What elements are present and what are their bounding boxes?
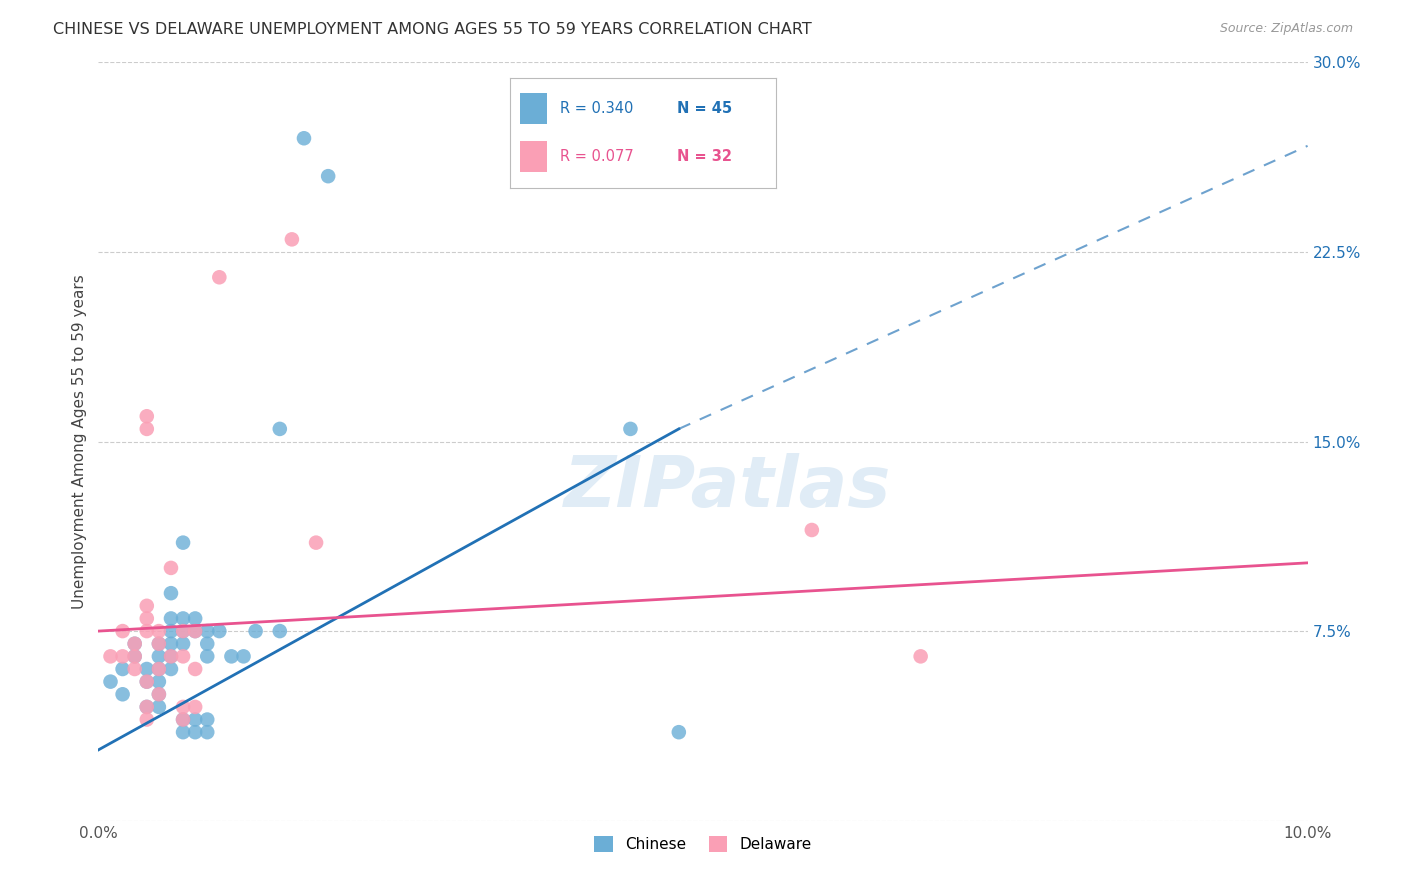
Point	[111, 624, 134, 639]
Point	[100, 649, 122, 664]
Point	[619, 422, 641, 436]
Point	[135, 599, 157, 613]
Point	[135, 662, 157, 676]
Text: Source: ZipAtlas.com: Source: ZipAtlas.com	[1219, 22, 1353, 36]
Point	[160, 649, 183, 664]
Y-axis label: Unemployment Among Ages 55 to 59 years: Unemployment Among Ages 55 to 59 years	[72, 274, 87, 609]
Point	[148, 662, 170, 676]
Point	[172, 713, 194, 727]
Point	[124, 649, 146, 664]
Point	[195, 725, 218, 739]
Point	[316, 169, 339, 184]
Point	[195, 637, 218, 651]
Point	[184, 713, 207, 727]
Legend: Chinese, Delaware: Chinese, Delaware	[588, 830, 818, 858]
Point	[124, 649, 146, 664]
Point	[668, 725, 690, 739]
Point	[148, 624, 170, 639]
Point	[148, 674, 170, 689]
Point	[172, 624, 194, 639]
Point	[124, 662, 146, 676]
Point	[135, 611, 157, 625]
Point	[800, 523, 823, 537]
Point	[124, 637, 146, 651]
Point	[135, 674, 157, 689]
Point	[172, 649, 194, 664]
Point	[135, 422, 157, 436]
Point	[305, 535, 328, 549]
Point	[195, 649, 218, 664]
Point	[148, 662, 170, 676]
Point	[135, 674, 157, 689]
Point	[184, 611, 207, 625]
Point	[135, 699, 157, 714]
Point	[172, 713, 194, 727]
Point	[160, 586, 183, 600]
Point	[111, 649, 134, 664]
Point	[269, 422, 291, 436]
Point	[172, 624, 194, 639]
Point	[160, 624, 183, 639]
Point	[111, 687, 134, 701]
Point	[148, 699, 170, 714]
Point	[221, 649, 243, 664]
Point	[135, 409, 157, 424]
Point	[148, 687, 170, 701]
Point	[135, 624, 157, 639]
Point	[135, 713, 157, 727]
Point	[195, 713, 218, 727]
Point	[184, 624, 207, 639]
Point	[100, 674, 122, 689]
Point	[148, 649, 170, 664]
Point	[910, 649, 932, 664]
Point	[160, 561, 183, 575]
Point	[124, 637, 146, 651]
Point	[184, 725, 207, 739]
Point	[172, 611, 194, 625]
Point	[172, 535, 194, 549]
Point	[172, 699, 194, 714]
Text: ZIPatlas: ZIPatlas	[564, 452, 891, 522]
Point	[160, 662, 183, 676]
Point	[245, 624, 267, 639]
Point	[195, 624, 218, 639]
Point	[148, 687, 170, 701]
Point	[148, 637, 170, 651]
Point	[184, 662, 207, 676]
Point	[184, 699, 207, 714]
Point	[281, 232, 304, 246]
Point	[172, 725, 194, 739]
Point	[232, 649, 254, 664]
Text: CHINESE VS DELAWARE UNEMPLOYMENT AMONG AGES 55 TO 59 YEARS CORRELATION CHART: CHINESE VS DELAWARE UNEMPLOYMENT AMONG A…	[53, 22, 813, 37]
Point	[135, 699, 157, 714]
Point	[172, 637, 194, 651]
Point	[184, 624, 207, 639]
Point	[292, 131, 315, 145]
Point	[148, 637, 170, 651]
Point	[111, 662, 134, 676]
Point	[208, 624, 231, 639]
Point	[160, 649, 183, 664]
Point	[160, 637, 183, 651]
Point	[160, 611, 183, 625]
Point	[269, 624, 291, 639]
Point	[208, 270, 231, 285]
